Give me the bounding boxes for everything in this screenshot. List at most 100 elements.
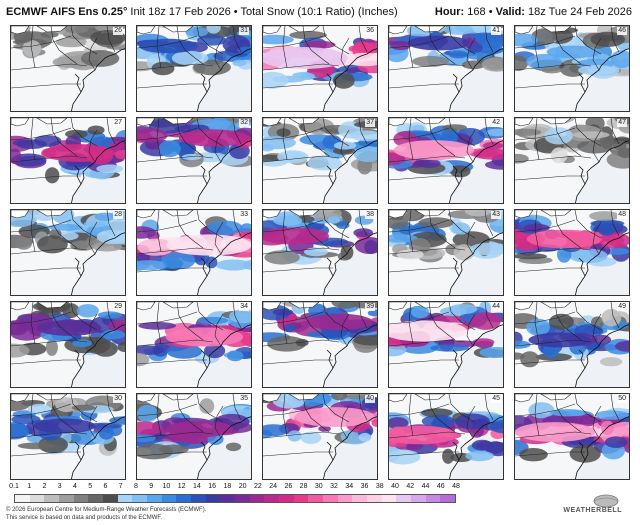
- coastline: [452, 441, 460, 461]
- title-separator: •: [233, 6, 238, 18]
- snow-contour: [303, 247, 329, 257]
- state-border: [574, 394, 602, 423]
- state-border: [428, 26, 456, 65]
- coastline: [200, 257, 208, 277]
- snow-contour: [94, 212, 117, 221]
- state-border: [88, 221, 98, 255]
- state-border: [137, 403, 198, 417]
- snow-contour: [442, 448, 455, 464]
- state-border: [50, 394, 78, 433]
- coastline: [578, 441, 586, 461]
- great-lake: [263, 26, 282, 35]
- state-border: [196, 302, 224, 331]
- snow-contour: [287, 430, 302, 442]
- snow-contour: [562, 415, 602, 425]
- coastline: [323, 232, 377, 295]
- snow-contour: [358, 432, 372, 442]
- valid-value: 18z Tue 24 Feb 2026: [528, 6, 632, 18]
- snow-contour: [300, 431, 322, 444]
- snow-contour: [473, 148, 503, 160]
- colorbar-tick-label: 40: [391, 483, 399, 490]
- colorbar-tick-label: 6: [103, 483, 108, 490]
- state-border: [448, 118, 476, 147]
- state-border: [88, 37, 98, 71]
- snow-contour: [469, 26, 497, 34]
- member-panel: 38: [262, 209, 378, 296]
- state-border: [263, 359, 333, 365]
- great-lake: [288, 394, 320, 401]
- snow-contour: [93, 341, 118, 357]
- snowfall-map: [11, 26, 125, 111]
- state-border: [484, 394, 494, 421]
- snow-contour: [182, 153, 202, 161]
- snow-contour: [137, 345, 165, 355]
- state-border: [106, 118, 116, 145]
- coastline: [326, 257, 334, 277]
- snow-contour: [207, 220, 243, 236]
- snow-contour: [137, 434, 156, 442]
- state-border: [70, 302, 98, 331]
- colorbar-tick-label: 12: [177, 483, 186, 490]
- snow-contour: [471, 32, 498, 42]
- snow-contour: [55, 37, 88, 48]
- colorbar-tick-label: 18: [223, 483, 232, 490]
- state-border: [592, 37, 602, 71]
- state-border: [484, 210, 494, 237]
- member-panel: 49: [514, 301, 630, 388]
- init-time: Init 18z 17 Feb 2026: [130, 6, 231, 18]
- coastline: [449, 232, 503, 295]
- coastline: [578, 73, 586, 93]
- great-lake: [540, 394, 572, 401]
- state-border: [358, 118, 368, 145]
- state-border: [322, 302, 350, 331]
- logo-text: WEATHERBELL: [563, 507, 622, 514]
- snowfall-map: [137, 118, 251, 203]
- great-lake: [515, 26, 534, 35]
- colorbar-swatch: [293, 495, 309, 502]
- state-border: [574, 210, 602, 239]
- snow-contour: [342, 394, 371, 400]
- member-panel: 50: [514, 393, 630, 480]
- colorbar-swatch: [396, 495, 412, 502]
- state-border: [176, 26, 204, 65]
- member-number: 35: [239, 395, 249, 403]
- snow-contour: [101, 329, 125, 340]
- state-border: [448, 26, 476, 55]
- state-border: [515, 431, 592, 439]
- snow-contour: [589, 211, 620, 221]
- hour-label: Hour:: [434, 6, 465, 18]
- colorbar-swatch: [103, 495, 118, 502]
- state-border: [448, 210, 476, 239]
- coastline: [452, 73, 460, 93]
- state-border: [232, 394, 242, 421]
- snow-contour: [331, 302, 360, 309]
- state-border: [515, 155, 592, 163]
- snow-contour: [541, 66, 563, 74]
- state-border: [515, 311, 576, 325]
- snow-contour: [430, 344, 470, 352]
- snowfall-map: [515, 118, 629, 203]
- state-border: [610, 118, 620, 145]
- snow-core: [166, 420, 234, 438]
- state-border: [11, 63, 88, 71]
- snow-contour: [263, 71, 289, 89]
- coastline: [323, 140, 377, 203]
- state-border: [11, 267, 81, 273]
- state-border: [389, 63, 466, 71]
- snow-contour: [470, 312, 501, 330]
- state-border: [515, 175, 585, 181]
- great-lake: [263, 302, 282, 311]
- state-border: [214, 313, 224, 347]
- colorbar-swatch: [367, 495, 382, 502]
- state-border: [176, 210, 204, 249]
- state-border: [137, 35, 198, 49]
- member-panel: 26: [10, 25, 126, 112]
- state-border: [137, 219, 198, 233]
- snowfall-map: [515, 394, 629, 479]
- state-border: [137, 247, 214, 255]
- state-border: [389, 155, 466, 163]
- member-number: 28: [113, 211, 123, 219]
- state-border: [11, 219, 72, 233]
- member-number: 38: [365, 211, 375, 219]
- snow-core: [37, 320, 102, 336]
